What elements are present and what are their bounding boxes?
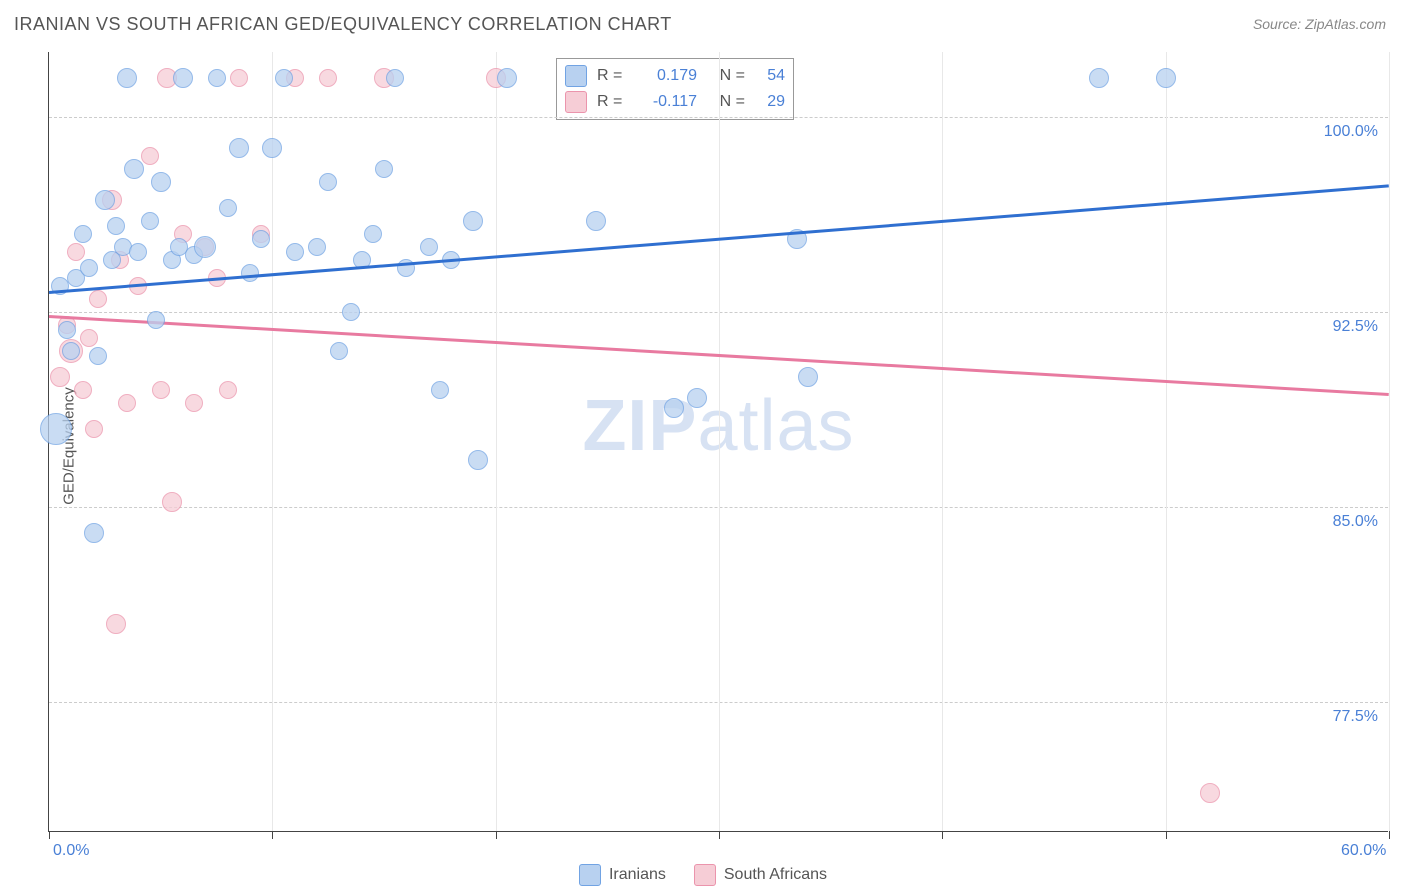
swatch-iranians bbox=[565, 65, 587, 87]
data-point-south-africans bbox=[106, 614, 126, 634]
y-tick-label: 85.0% bbox=[1298, 513, 1378, 531]
data-point-iranians bbox=[286, 243, 304, 261]
x-tick bbox=[1389, 831, 1390, 839]
data-point-south-africans bbox=[50, 367, 70, 387]
x-tick bbox=[1166, 831, 1167, 839]
data-point-iranians bbox=[129, 243, 147, 261]
gridline-v bbox=[719, 52, 720, 831]
x-tick-label: 60.0% bbox=[1341, 842, 1386, 860]
data-point-iranians bbox=[219, 199, 237, 217]
legend-row-iranians: R = 0.179 N = 54 bbox=[565, 63, 785, 89]
x-tick bbox=[719, 831, 720, 839]
data-point-iranians bbox=[241, 264, 259, 282]
data-point-iranians bbox=[89, 347, 107, 365]
data-point-iranians bbox=[375, 160, 393, 178]
data-point-south-africans bbox=[89, 290, 107, 308]
data-point-iranians bbox=[319, 173, 337, 191]
gridline-v bbox=[942, 52, 943, 831]
bottom-legend-south-africans: South Africans bbox=[694, 864, 827, 886]
y-tick-label: 77.5% bbox=[1298, 708, 1378, 726]
data-point-iranians bbox=[386, 69, 404, 87]
x-tick-label: 0.0% bbox=[53, 842, 89, 860]
data-point-iranians bbox=[252, 230, 270, 248]
data-point-iranians bbox=[141, 212, 159, 230]
gridline-v bbox=[272, 52, 273, 831]
data-point-iranians bbox=[117, 68, 137, 88]
data-point-iranians bbox=[173, 68, 193, 88]
data-point-iranians bbox=[84, 523, 104, 543]
bottom-legend: Iranians South Africans bbox=[0, 864, 1406, 886]
data-point-iranians bbox=[342, 303, 360, 321]
correlation-legend: R = 0.179 N = 54 R = -0.117 N = 29 bbox=[556, 58, 794, 120]
swatch-south-africans bbox=[694, 864, 716, 886]
data-point-iranians bbox=[151, 172, 171, 192]
data-point-south-africans bbox=[230, 69, 248, 87]
data-point-south-africans bbox=[141, 147, 159, 165]
data-point-iranians bbox=[194, 236, 216, 258]
data-point-iranians bbox=[147, 311, 165, 329]
gridline-v bbox=[1389, 52, 1390, 831]
data-point-iranians bbox=[58, 321, 76, 339]
data-point-iranians bbox=[468, 450, 488, 470]
plot-area: ZIPatlas R = 0.179 N = 54 R = -0.117 N =… bbox=[48, 52, 1388, 832]
data-point-iranians bbox=[431, 381, 449, 399]
data-point-iranians bbox=[687, 388, 707, 408]
data-point-iranians bbox=[420, 238, 438, 256]
data-point-iranians bbox=[1089, 68, 1109, 88]
bottom-legend-iranians: Iranians bbox=[579, 864, 666, 886]
x-tick bbox=[496, 831, 497, 839]
data-point-iranians bbox=[262, 138, 282, 158]
data-point-iranians bbox=[62, 342, 80, 360]
data-point-iranians bbox=[80, 259, 98, 277]
data-point-iranians bbox=[463, 211, 483, 231]
data-point-iranians bbox=[497, 68, 517, 88]
data-point-iranians bbox=[229, 138, 249, 158]
y-tick-label: 100.0% bbox=[1298, 123, 1378, 141]
data-point-iranians bbox=[95, 190, 115, 210]
data-point-iranians bbox=[798, 367, 818, 387]
data-point-iranians bbox=[124, 159, 144, 179]
data-point-south-africans bbox=[74, 381, 92, 399]
chart-source: Source: ZipAtlas.com bbox=[1253, 16, 1386, 32]
data-point-south-africans bbox=[162, 492, 182, 512]
chart-title: IRANIAN VS SOUTH AFRICAN GED/EQUIVALENCY… bbox=[14, 14, 672, 35]
data-point-south-africans bbox=[85, 420, 103, 438]
data-point-iranians bbox=[664, 398, 684, 418]
data-point-iranians bbox=[275, 69, 293, 87]
data-point-iranians bbox=[364, 225, 382, 243]
data-point-south-africans bbox=[152, 381, 170, 399]
x-tick bbox=[49, 831, 50, 839]
gridline-v bbox=[1166, 52, 1167, 831]
data-point-south-africans bbox=[118, 394, 136, 412]
x-tick bbox=[272, 831, 273, 839]
data-point-iranians bbox=[308, 238, 326, 256]
data-point-iranians bbox=[1156, 68, 1176, 88]
data-point-south-africans bbox=[80, 329, 98, 347]
gridline-v bbox=[496, 52, 497, 831]
swatch-iranians bbox=[579, 864, 601, 886]
y-tick-label: 92.5% bbox=[1298, 318, 1378, 336]
data-point-south-africans bbox=[185, 394, 203, 412]
chart-header: IRANIAN VS SOUTH AFRICAN GED/EQUIVALENCY… bbox=[0, 0, 1406, 48]
data-point-iranians bbox=[330, 342, 348, 360]
data-point-iranians bbox=[74, 225, 92, 243]
legend-row-south-africans: R = -0.117 N = 29 bbox=[565, 89, 785, 115]
data-point-south-africans bbox=[219, 381, 237, 399]
data-point-iranians bbox=[40, 413, 72, 445]
data-point-south-africans bbox=[1200, 783, 1220, 803]
data-point-south-africans bbox=[319, 69, 337, 87]
x-tick bbox=[942, 831, 943, 839]
data-point-south-africans bbox=[67, 243, 85, 261]
data-point-iranians bbox=[208, 69, 226, 87]
data-point-iranians bbox=[107, 217, 125, 235]
swatch-south-africans bbox=[565, 91, 587, 113]
data-point-iranians bbox=[586, 211, 606, 231]
